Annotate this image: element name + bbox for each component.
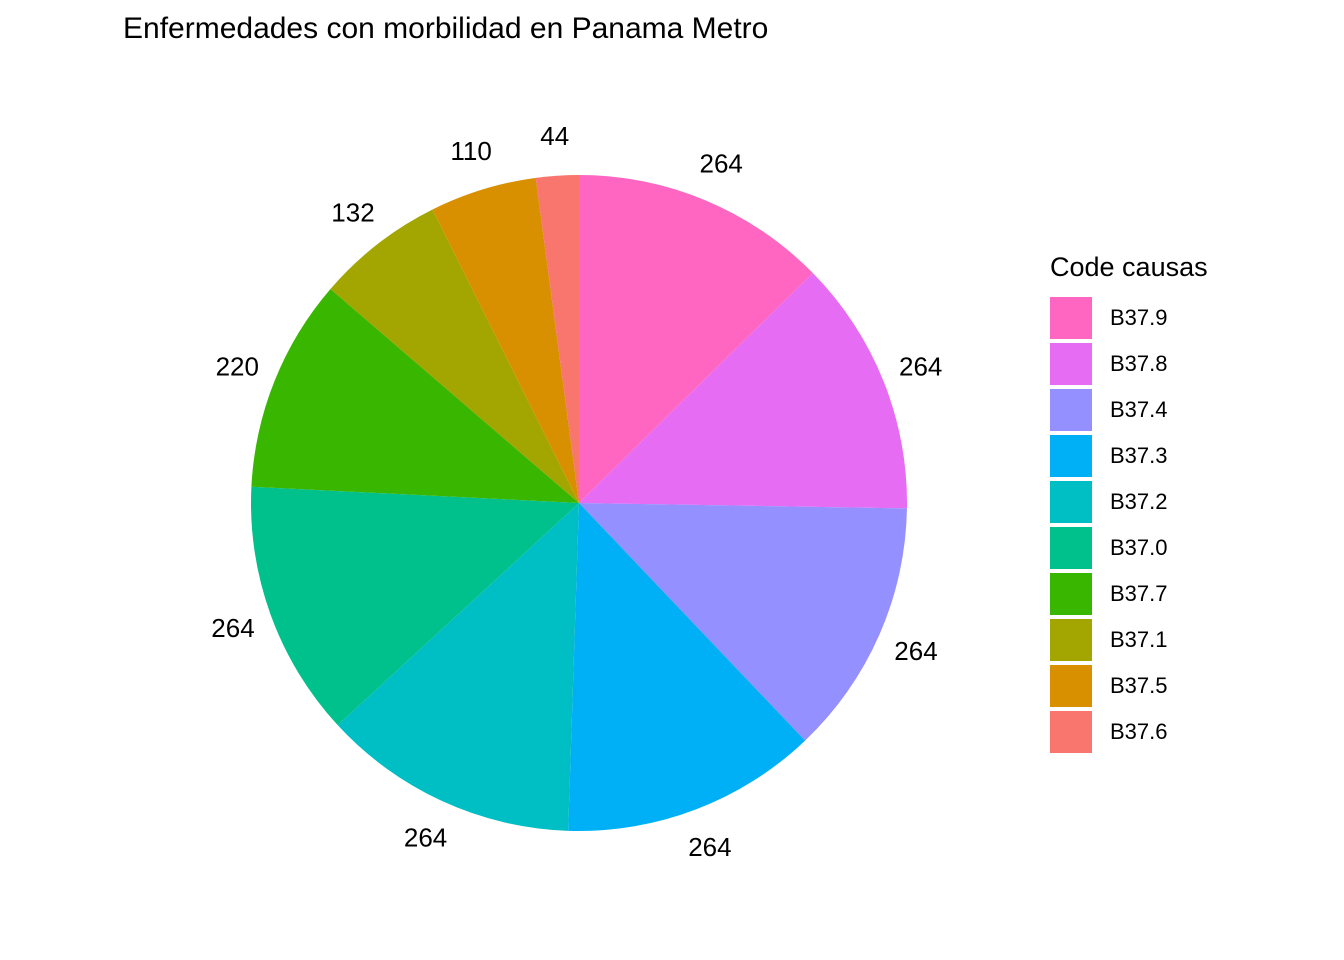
legend-item: B37.9 — [1050, 295, 1208, 341]
pie-slice-B37-9 — [579, 175, 813, 503]
legend-label: B37.0 — [1110, 535, 1168, 560]
legend-swatch — [1050, 343, 1092, 385]
slice-value-label: 264 — [211, 613, 254, 643]
legend-swatch — [1050, 435, 1092, 477]
legend-label: B37.4 — [1110, 397, 1168, 422]
pie-slice-B37-3 — [568, 503, 806, 831]
slice-value-label: 264 — [688, 832, 731, 862]
legend-item: B37.2 — [1050, 479, 1208, 525]
pie-slice-B37-7 — [251, 288, 579, 503]
legend-label: B37.6 — [1110, 719, 1168, 744]
legend-swatch — [1050, 389, 1092, 431]
legend-item: B37.6 — [1050, 709, 1208, 755]
legend-label: B37.7 — [1110, 581, 1168, 606]
slice-value-label: 264 — [894, 636, 937, 666]
pie-labels: 264 264 264 264 264 264 220 132 110 44 — [211, 121, 942, 862]
legend-item: B37.8 — [1050, 341, 1208, 387]
legend-item: B37.3 — [1050, 433, 1208, 479]
legend-swatch — [1050, 527, 1092, 569]
legend-label: B37.9 — [1110, 305, 1168, 330]
legend-label: B37.2 — [1110, 489, 1168, 514]
slice-value-label: 44 — [540, 121, 569, 151]
legend-item: B37.5 — [1050, 663, 1208, 709]
legend: Code causas B37.9 B37.8 B37.4 B37.3 B37.2 B37… — [1050, 252, 1208, 755]
pie-slice-B37-6 — [535, 175, 579, 503]
slice-value-label: 264 — [899, 351, 942, 381]
legend-label: B37.5 — [1110, 673, 1168, 698]
pie-slice-B37-8 — [579, 272, 908, 509]
legend-swatch — [1050, 481, 1092, 523]
legend-swatch — [1050, 619, 1092, 661]
slice-value-label: 110 — [450, 136, 491, 166]
legend-swatch — [1050, 573, 1092, 615]
legend-item: B37.1 — [1050, 617, 1208, 663]
legend-swatch — [1050, 711, 1092, 753]
legend-item: B37.0 — [1050, 525, 1208, 571]
legend-items: B37.9 B37.8 B37.4 B37.3 B37.2 B37.0 B37.7 B37.1… — [1050, 295, 1208, 755]
chart-title: Enfermedades con morbilidad en Panama Me… — [123, 12, 769, 45]
legend-item: B37.7 — [1050, 571, 1208, 617]
pie-slices — [250, 175, 908, 831]
legend-swatch — [1050, 297, 1092, 339]
pie-slice-B37-4 — [579, 503, 907, 741]
pie-slice-B37-5 — [432, 177, 579, 503]
legend-label: B37.1 — [1110, 627, 1168, 652]
legend-swatch — [1050, 665, 1092, 707]
pie-slice-B37-2 — [337, 503, 579, 831]
pie-slice-B37-1 — [330, 209, 579, 503]
pie-slice-B37-0 — [250, 486, 579, 726]
slice-value-label: 220 — [216, 351, 259, 381]
legend-title: Code causas — [1050, 252, 1208, 282]
legend-item: B37.4 — [1050, 387, 1208, 433]
legend-label: B37.8 — [1110, 351, 1168, 376]
slice-value-label: 264 — [404, 823, 447, 853]
legend-label: B37.3 — [1110, 443, 1168, 468]
slice-value-label: 264 — [700, 149, 743, 179]
slice-value-label: 132 — [331, 198, 374, 228]
